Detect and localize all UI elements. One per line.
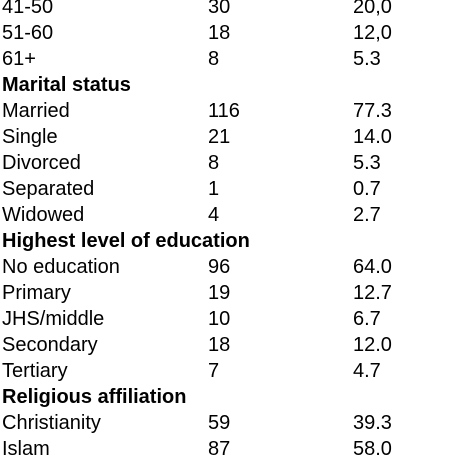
row-label: Divorced: [2, 152, 81, 174]
section-heading: Highest level of education: [2, 230, 250, 252]
count-cell: 116: [208, 100, 240, 122]
demographics-table: 41-50 30 20,0 51-60 18 12,0 61+ 8 5.3 Marital sta…: [0, 0, 474, 462]
section-heading: Religious affiliation: [2, 386, 187, 408]
percent-cell: 6.7: [353, 308, 381, 330]
table-row: Christianity 59 39.3: [0, 410, 474, 436]
count-cell: 96: [208, 256, 231, 278]
section-heading-row: Religious affiliation: [0, 384, 474, 410]
row-label: 51-60: [2, 22, 54, 44]
count-cell: 8: [208, 152, 220, 174]
percent-cell: 58.0: [353, 438, 392, 460]
row-label: Primary: [2, 282, 71, 304]
table-row: Secondary 18 12.0: [0, 332, 474, 358]
table-row: Primary 19 12.7: [0, 280, 474, 306]
row-label: Tertiary: [2, 360, 68, 382]
percent-cell: 20,0: [353, 0, 392, 18]
row-label: No education: [2, 256, 120, 278]
row-label: Secondary: [2, 334, 98, 356]
section-heading-row: Marital status: [0, 72, 474, 98]
count-cell: 30: [208, 0, 231, 18]
percent-cell: 12.7: [353, 282, 392, 304]
table-row: JHS/middle 10 6.7: [0, 306, 474, 332]
count-cell: 1: [208, 178, 220, 200]
percent-cell: 4.7: [353, 360, 381, 382]
table-row: Separated 1 0.7: [0, 176, 474, 202]
percent-cell: 64.0: [353, 256, 392, 278]
row-label: Married: [2, 100, 70, 122]
percent-cell: 39.3: [353, 412, 392, 434]
table-row: 41-50 30 20,0: [0, 0, 474, 20]
row-label: Widowed: [2, 204, 85, 226]
count-cell: 8: [208, 48, 220, 70]
count-cell: 4: [208, 204, 220, 226]
count-cell: 18: [208, 334, 231, 356]
table-row: No education 96 64.0: [0, 254, 474, 280]
percent-cell: 2.7: [353, 204, 381, 226]
count-cell: 87: [208, 438, 231, 460]
percent-cell: 5.3: [353, 152, 381, 174]
percent-cell: 77.3: [353, 100, 392, 122]
section-heading-row: Highest level of education: [0, 228, 474, 254]
count-cell: 10: [208, 308, 231, 330]
count-cell: 19: [208, 282, 231, 304]
percent-cell: 14.0: [353, 126, 392, 148]
table-row: Divorced 8 5.3: [0, 150, 474, 176]
row-label: 41-50: [2, 0, 54, 18]
count-cell: 21: [208, 126, 231, 148]
row-label: Separated: [2, 178, 95, 200]
table-row: Single 21 14.0: [0, 124, 474, 150]
row-label: JHS/middle: [2, 308, 105, 330]
table-row: Tertiary 7 4.7: [0, 358, 474, 384]
percent-cell: 12,0: [353, 22, 392, 44]
table-row: 51-60 18 12,0: [0, 20, 474, 46]
percent-cell: 0.7: [353, 178, 381, 200]
section-heading: Marital status: [2, 74, 131, 96]
row-label: Single: [2, 126, 58, 148]
table-row: 61+ 8 5.3: [0, 46, 474, 72]
table-row: Widowed 4 2.7: [0, 202, 474, 228]
row-label: Christianity: [2, 412, 101, 434]
count-cell: 18: [208, 22, 231, 44]
count-cell: 59: [208, 412, 231, 434]
table-row: Islam 87 58.0: [0, 436, 474, 462]
table-row: Married 116 77.3: [0, 98, 474, 124]
percent-cell: 12.0: [353, 334, 392, 356]
percent-cell: 5.3: [353, 48, 381, 70]
row-label: 61+: [2, 48, 36, 70]
row-label: Islam: [2, 438, 50, 460]
count-cell: 7: [208, 360, 220, 382]
